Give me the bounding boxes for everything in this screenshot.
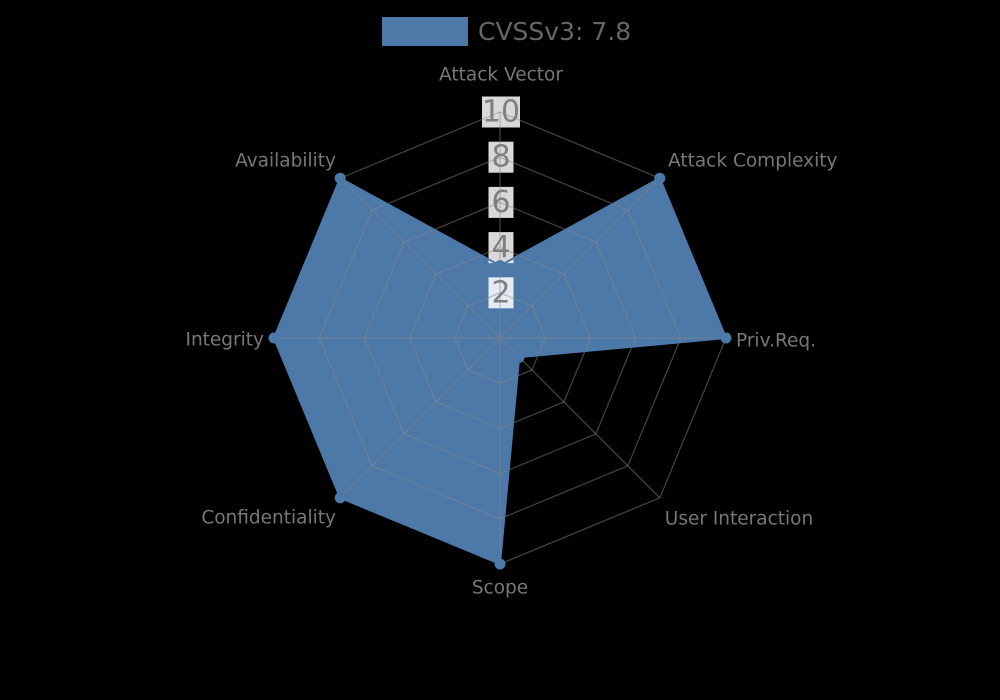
vertex-dot [334, 492, 346, 504]
axis-label: Integrity [185, 330, 264, 351]
tick-label: 10 [482, 95, 520, 130]
tick-label: 4 [491, 230, 510, 265]
axis-label: Attack Complexity [668, 151, 837, 172]
vertex-dot [494, 260, 506, 272]
vertex-dot [513, 351, 525, 363]
legend-label: CVSSv3: 7.8 [478, 17, 632, 46]
tick-label: 8 [491, 140, 510, 175]
vertex-dot [334, 172, 346, 184]
vertex-dot [654, 172, 666, 184]
axis-label: Scope [472, 578, 528, 599]
grid-spoke [499, 337, 661, 499]
grid-spoke [499, 177, 661, 339]
chart-legend: CVSSv3: 7.8 [382, 17, 631, 46]
tick-label: 6 [491, 185, 510, 220]
vertex-dot [720, 332, 732, 344]
axis-label: User Interaction [665, 509, 813, 530]
grid-spoke [339, 177, 501, 339]
tick-label: 2 [491, 275, 510, 310]
axis-label: Availability [235, 151, 336, 172]
axis-label: Priv.Req. [736, 331, 816, 352]
vertex-dot [268, 332, 280, 344]
axis-label: Confidentiality [201, 508, 336, 529]
legend-swatch [382, 17, 468, 46]
axis-label: Attack Vector [439, 65, 563, 86]
vertex-dot [494, 558, 506, 570]
grid-spoke [339, 337, 501, 499]
